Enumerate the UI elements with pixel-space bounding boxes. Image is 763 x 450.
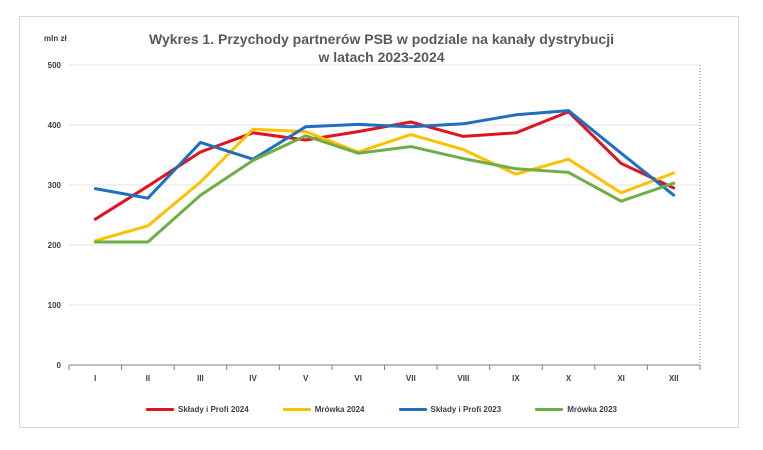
chart-title: Wykres 1. Przychody partnerów PSB w podz… [0,30,763,66]
x-tick-label-VII: VII [406,374,416,383]
legend-item-2: Składy i Profi 2023 [398,405,502,414]
x-tick-label-IX: IX [512,374,520,383]
chart-frame [19,16,739,428]
legend-swatch [535,408,564,411]
y-tick-label: 0 [57,361,62,370]
legend-label: Składy i Profi 2023 [430,405,502,414]
series-line-0 [93,110,676,221]
series-line-1 [93,127,676,243]
legend-label: Składy i Profi 2024 [177,405,249,414]
y-tick-label: 400 [48,121,62,130]
x-tick-label-VIII: VIII [457,374,469,383]
x-tick-label-III: III [197,374,204,383]
x-tick-label-II: II [146,374,150,383]
chart-legend: Składy i Profi 2024 Mrówka 2024 Składy i P… [0,405,763,414]
legend-swatch [282,408,311,411]
x-tick-label-IV: IV [249,374,257,383]
y-tick-label: 200 [48,241,62,250]
y-tick-label: 500 [48,61,62,70]
legend-label: Mrówka 2023 [567,405,618,414]
legend-item-3: Mrówka 2023 [535,405,617,414]
x-tick-label-VI: VI [354,374,362,383]
legend-swatch [145,408,174,411]
x-tick-label-XI: XI [617,374,625,383]
series-line-2 [93,109,676,200]
x-tick-label-XII: XII [669,374,679,383]
chart-title-line2: w latach 2023-2024 [318,49,445,65]
legend-swatch [398,408,427,411]
legend-item-1: Mrówka 2024 [282,405,365,414]
legend-item-0: Składy i Profi 2024 [145,405,249,414]
y-tick-label: 100 [48,301,62,310]
x-tick-label-X: X [566,374,572,383]
y-axis-unit-label: mln zł [44,34,67,43]
legend-label: Mrówka 2024 [314,405,365,414]
chart-title-line1: Wykres 1. Przychody partnerów PSB w podz… [148,31,614,47]
series-line-3 [93,134,676,244]
y-tick-label: 300 [48,181,62,190]
x-tick-label-I: I [94,374,96,383]
x-tick-label-V: V [303,374,309,383]
